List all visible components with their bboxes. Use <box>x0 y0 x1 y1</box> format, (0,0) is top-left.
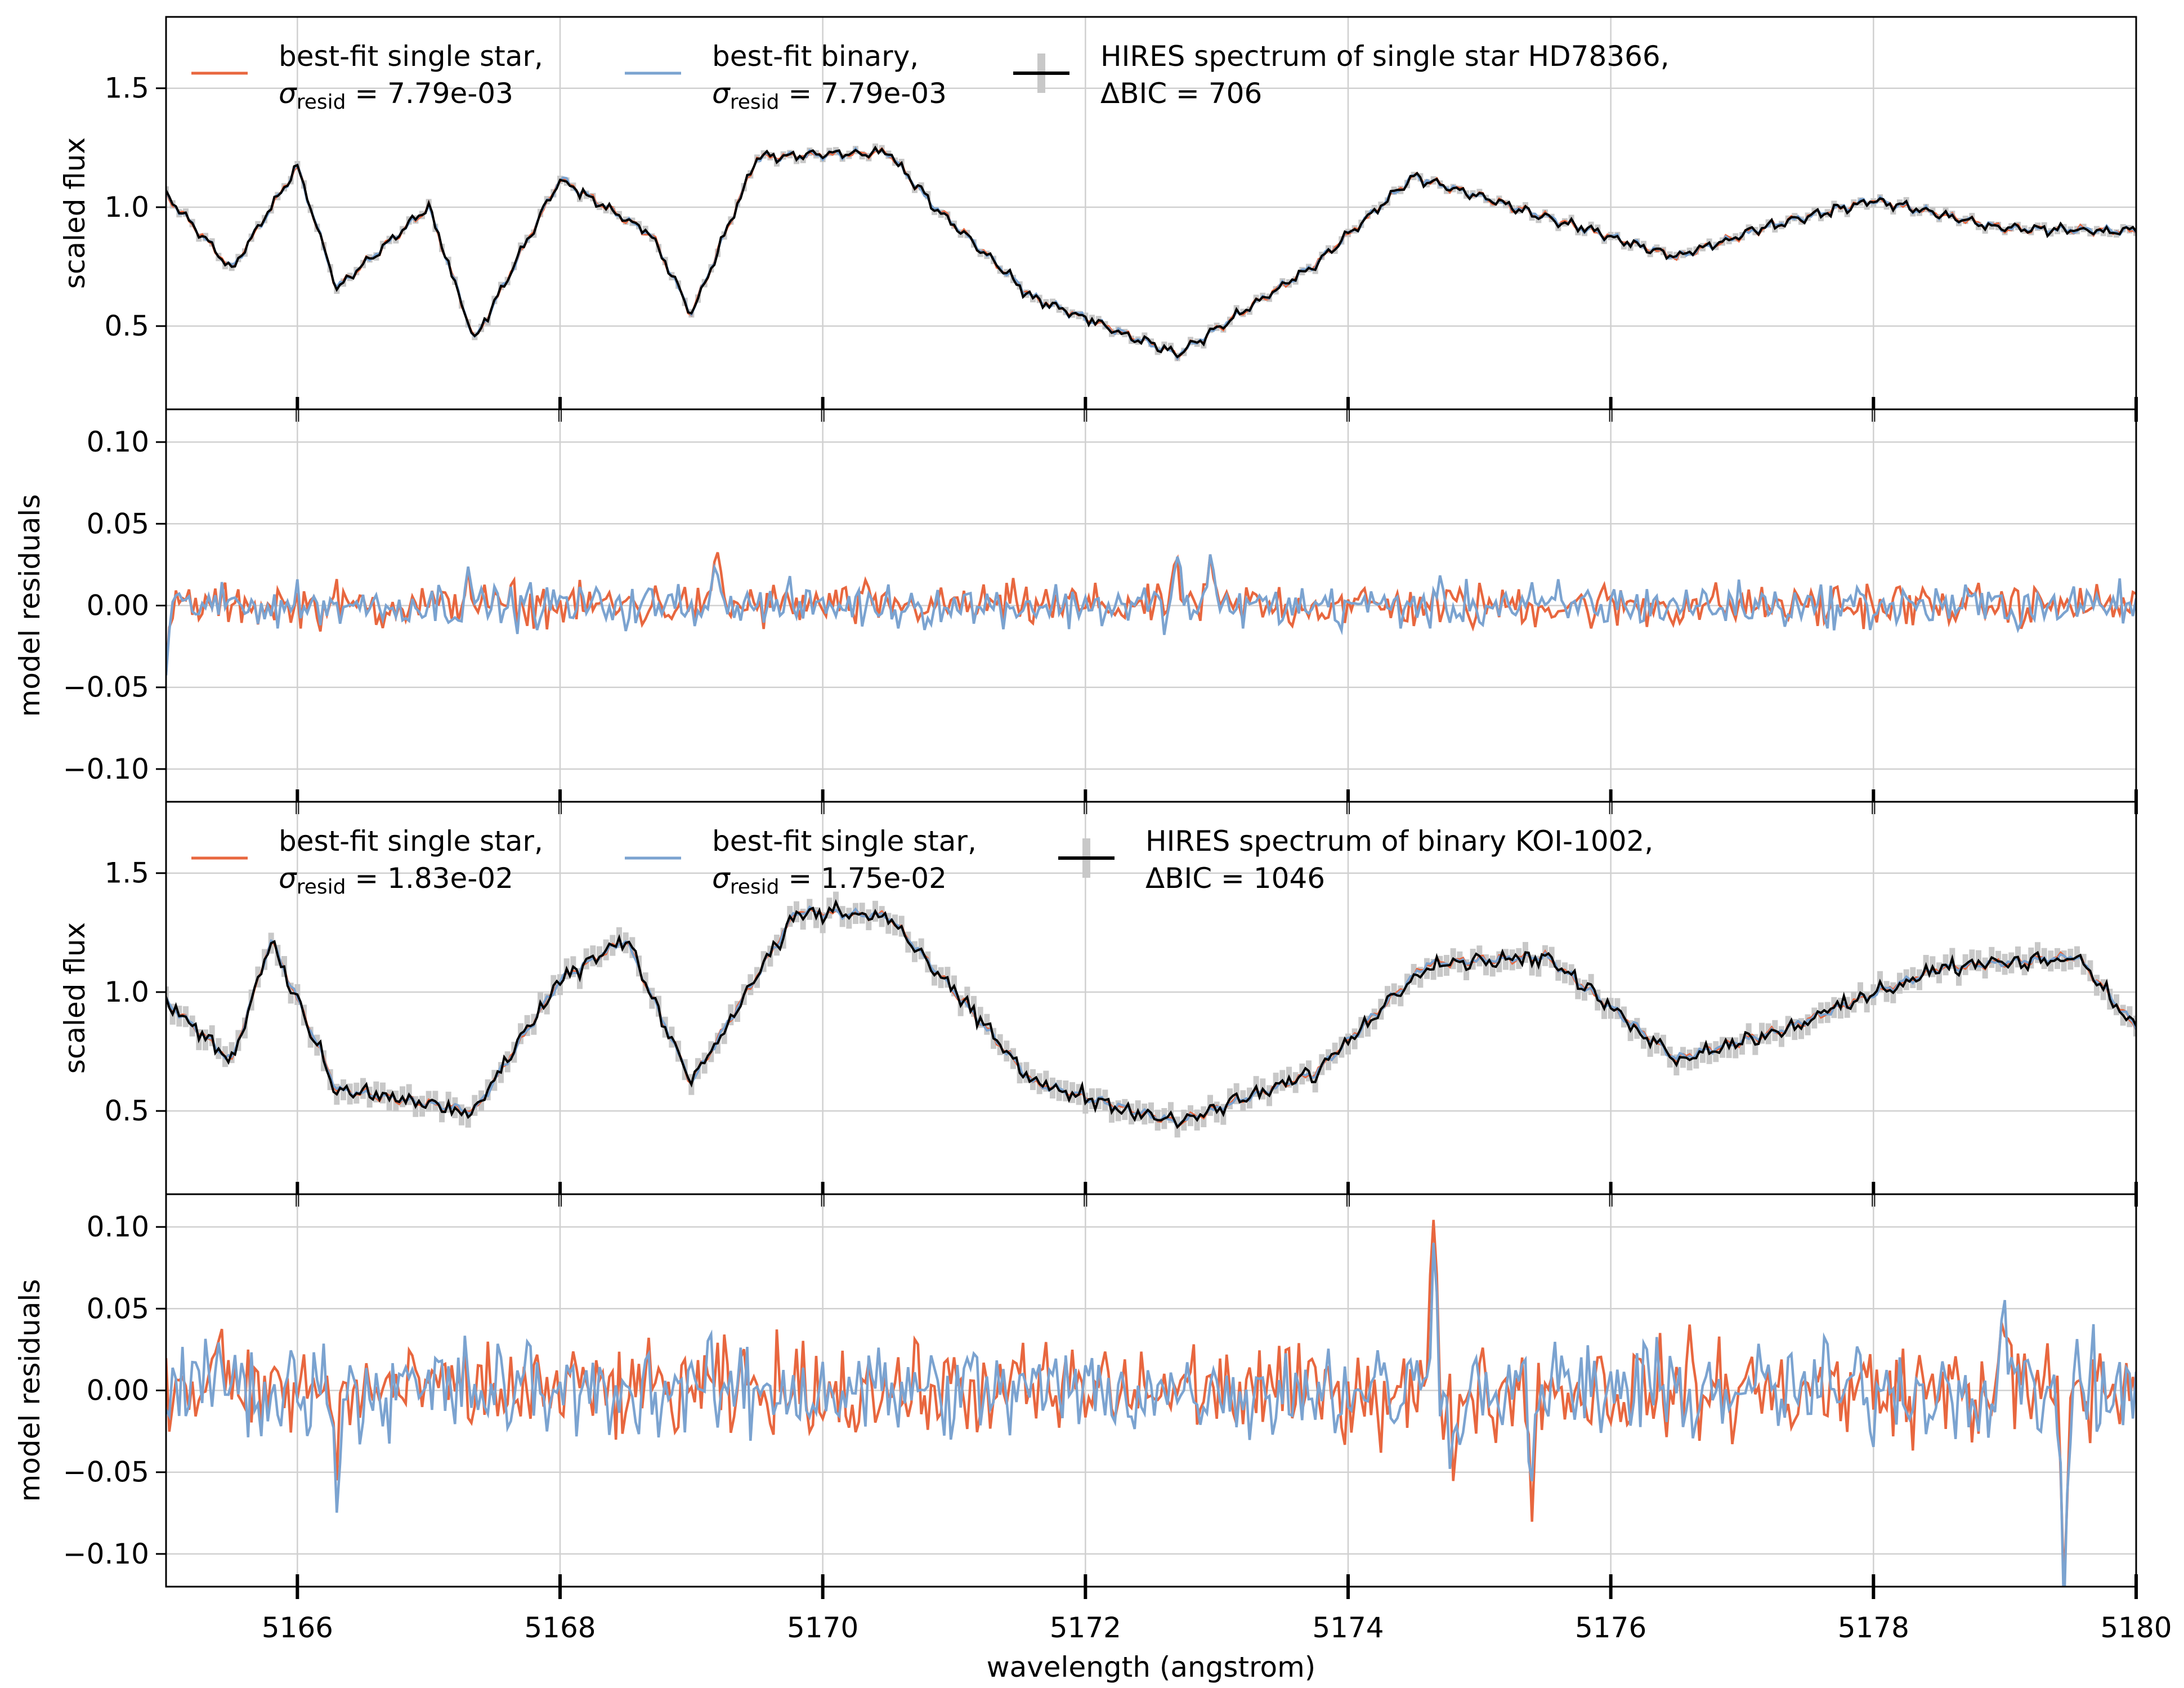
legend-label: best-fit single star, <box>279 825 543 858</box>
y-axis-label: scaled flux <box>59 922 91 1074</box>
series-line-orange <box>166 147 2136 361</box>
x-tick-label: 5178 <box>1838 1611 1909 1644</box>
residual-line-blue <box>166 554 2136 676</box>
legend-sigma-label: σresid = 7.79e-03 <box>279 77 513 114</box>
y-tick-label: −0.10 <box>63 753 149 785</box>
x-tick-label: 5168 <box>524 1611 596 1644</box>
x-tick-label: 5176 <box>1575 1611 1646 1644</box>
axes-frame <box>165 16 2137 410</box>
x-tick-label: 5174 <box>1312 1611 1384 1644</box>
y-tick-label: 0.10 <box>87 426 149 458</box>
y-tick-label: −0.05 <box>63 1456 149 1489</box>
y-tick-label: 0.5 <box>104 1095 149 1127</box>
legend: best-fit single star, σresid = 1.83e-02 be… <box>191 825 1653 899</box>
x-tick-label: 5170 <box>787 1611 858 1644</box>
y-tick-label: 0.00 <box>87 590 149 622</box>
bottom-spectrum-panel: 0.5 1.0 1.5 scaled flux best-fit single star… <box>59 801 2138 1207</box>
legend-label-line2: ΔBIC = 706 <box>1100 77 1262 110</box>
hires-errorbars <box>166 143 2136 361</box>
y-tick-label: 0.10 <box>87 1211 149 1243</box>
x-tick-label: 5166 <box>262 1611 333 1644</box>
y-axis-label: model residuals <box>14 494 46 717</box>
series-line-blue <box>166 146 2136 361</box>
legend-sigma-label: σresid = 7.79e-03 <box>712 77 947 114</box>
legend-label-line2: ΔBIC = 1046 <box>1145 862 1325 895</box>
legend: best-fit single star, σresid = 7.79e-03 be… <box>191 40 1670 114</box>
hires-errorbars <box>166 891 2136 1138</box>
y-tick-label: 1.5 <box>104 72 149 105</box>
y-tick-label: 0.05 <box>87 1292 149 1325</box>
series-line-hires <box>166 899 2136 1129</box>
residual-line-blue <box>166 1243 2136 1587</box>
y-tick-label: 1.0 <box>104 976 149 1008</box>
y-tick-label: 0.5 <box>104 310 149 342</box>
y-axis-label: scaled flux <box>59 137 91 289</box>
legend-label: best-fit binary, <box>712 40 919 73</box>
y-tick-label: 0.05 <box>87 507 149 540</box>
y-tick-label: 1.0 <box>104 191 149 224</box>
y-tick-label: −0.10 <box>63 1538 149 1570</box>
x-tick-label: 5180 <box>2100 1611 2172 1644</box>
x-axis-label: wavelength (angstrom) <box>987 1651 1316 1683</box>
y-tick-label: 0.00 <box>87 1374 149 1407</box>
y-axis-label: model residuals <box>14 1279 46 1502</box>
legend-label: best-fit single star, <box>712 825 977 858</box>
y-tick-label: 1.5 <box>104 857 149 890</box>
legend-label: HIRES spectrum of single star HD78366, <box>1100 40 1670 73</box>
legend-sigma-label: σresid = 1.75e-02 <box>712 862 947 899</box>
series-line-hires <box>166 145 2136 359</box>
legend-sigma-label: σresid = 1.83e-02 <box>279 862 513 899</box>
y-tick-label: −0.05 <box>63 671 149 704</box>
legend-label: HIRES spectrum of binary KOI-1002, <box>1145 825 1653 858</box>
legend-label: best-fit single star, <box>279 40 543 73</box>
top-residuals-panel: −0.10 −0.05 0.00 0.05 0.10 model residuals <box>14 408 2138 814</box>
bottom-residuals-panel: −0.10 −0.05 0.00 0.05 0.10 model residuals <box>14 1193 2138 1599</box>
top-spectrum-panel: 0.5 1.0 1.5 scaled flux best-fit single star… <box>59 16 2138 422</box>
x-tick-label: 5172 <box>1050 1611 1121 1644</box>
